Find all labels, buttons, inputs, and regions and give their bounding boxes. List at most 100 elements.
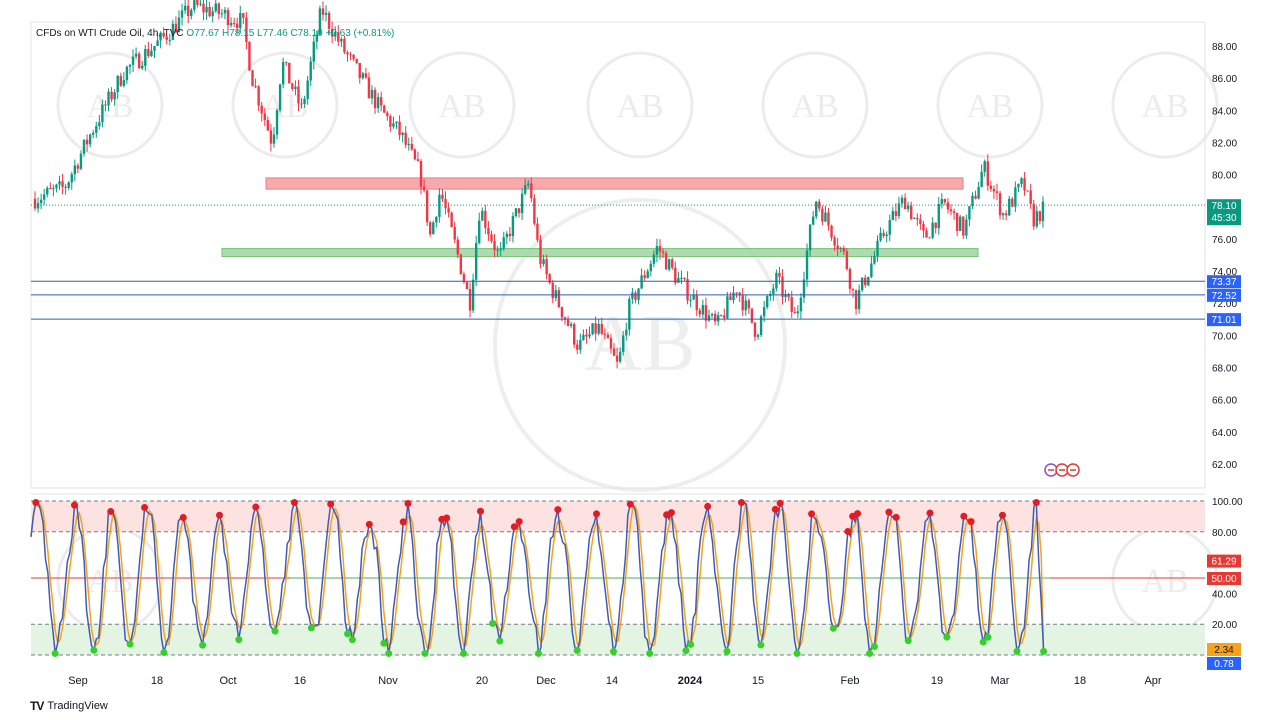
candle-body	[422, 186, 426, 191]
symbol-title[interactable]: CFDs on WTI Crude Oil, 4h, TVC	[36, 28, 184, 39]
candle-body	[870, 263, 873, 277]
candle-body	[879, 232, 882, 241]
candle-body	[505, 233, 508, 238]
candle-body	[787, 294, 790, 297]
candle-body	[269, 130, 273, 144]
last-price-label: 78.10	[1211, 201, 1236, 212]
oversold-signal-dot	[199, 641, 207, 649]
candle-body	[919, 219, 922, 224]
candle-body	[257, 86, 260, 106]
price-change: +0.63 (+0.81%)	[325, 28, 395, 39]
candle-body	[949, 209, 953, 212]
candle-body	[410, 143, 414, 150]
oversold-signal-dot	[984, 633, 992, 641]
candle-body	[962, 216, 965, 236]
candle-body	[361, 73, 365, 79]
candle-body	[750, 308, 754, 323]
overbought-signal-dot	[32, 499, 40, 507]
candle-body	[671, 259, 674, 268]
candle-body	[928, 237, 931, 239]
watermark-text: AB	[261, 88, 308, 125]
candle-body	[441, 194, 444, 199]
tradingview-name: TradingView	[47, 700, 108, 712]
candles	[33, 0, 1045, 369]
oversold-signal-dot	[646, 649, 654, 657]
candle-body	[628, 298, 631, 330]
candle-body	[720, 315, 723, 317]
candle-body	[208, 7, 211, 17]
candle-body	[291, 83, 294, 89]
watermark-text: AB	[616, 88, 663, 125]
stochastic-panel[interactable]: 100.0080.0060.0040.0020.0061.2950.002.34…	[30, 497, 1243, 670]
candle-body	[499, 248, 502, 251]
oversold-signal-dot	[385, 649, 393, 657]
candle-body	[799, 297, 803, 312]
oversold-signal-dot	[235, 636, 243, 644]
candle-body	[741, 295, 744, 311]
candle-body	[312, 41, 315, 62]
candle-body	[992, 188, 996, 192]
candle-body	[876, 240, 879, 256]
candle-body	[533, 198, 536, 224]
candle-body	[502, 237, 505, 249]
candle-body	[894, 211, 898, 216]
tradingview-brand[interactable]: TV TradingView	[30, 699, 108, 713]
candle-body	[39, 199, 43, 204]
candle-body	[217, 3, 221, 14]
candle-body	[214, 3, 217, 12]
overbought-signal-dot	[844, 528, 852, 536]
price-axis[interactable]: 88.0086.0084.0082.0080.0078.0076.0074.00…	[1207, 42, 1241, 471]
candle-body	[980, 171, 983, 188]
price-frame	[30, 21, 1206, 489]
candle-body	[95, 126, 98, 133]
candle-body	[756, 335, 760, 337]
tradingview-logo-icon: TV	[30, 699, 44, 713]
oversold-signal-dot	[943, 633, 951, 641]
candle-body	[162, 32, 165, 37]
overbought-signal-dot	[554, 506, 562, 514]
candle-body	[885, 234, 888, 237]
candle-body	[922, 223, 925, 231]
candle-body	[248, 42, 251, 71]
overbought-signal-dot	[252, 503, 260, 511]
candle-body	[968, 206, 971, 220]
candle-body	[793, 311, 796, 314]
indicator-badges[interactable]	[1044, 463, 1080, 477]
oversold-signal-dot	[1013, 647, 1021, 655]
candle-body	[1026, 190, 1029, 192]
candle-body	[548, 274, 551, 283]
candle-body	[490, 234, 493, 242]
candle-body	[456, 239, 459, 255]
candle-body	[236, 23, 239, 29]
price-panel[interactable]: 88.0086.0084.0082.0080.0078.0076.0074.00…	[30, 0, 1241, 489]
candle-body	[496, 250, 499, 252]
candle-body	[36, 203, 40, 209]
candle-body	[223, 9, 227, 14]
oversold-signal-dot	[1040, 647, 1048, 655]
candle-body	[128, 64, 132, 67]
candle-body	[857, 290, 861, 310]
stochastic-value-label: 61.29	[1211, 557, 1236, 568]
candle-body	[925, 230, 928, 238]
watermark-text: AB	[86, 563, 133, 600]
candle-body	[346, 52, 349, 55]
oversold-signal-dot	[723, 647, 731, 655]
stochastic-axis[interactable]: 100.0080.0060.0040.0020.0061.2950.002.34…	[1207, 497, 1243, 670]
overbought-signal-dot	[510, 523, 518, 531]
candle-body	[174, 23, 178, 33]
horizontal-levels[interactable]	[31, 204, 1205, 320]
time-axis[interactable]: Sep 18 Oct 16 Nov 20 Dec 14 2024 15 Feb 19 Mar 18 Apr	[31, 493, 1205, 687]
candle-body	[937, 204, 940, 229]
candle-body	[545, 259, 548, 275]
candle-body	[726, 296, 729, 319]
stochastic-value-badge	[1207, 554, 1241, 568]
time-tick-label: 15	[752, 675, 764, 687]
candle-body	[542, 259, 545, 264]
level-price-label: 73.37	[1211, 277, 1236, 288]
candle-body	[340, 38, 343, 42]
price-tick-label: 68.00	[1212, 363, 1237, 374]
candle-body	[1029, 190, 1032, 204]
time-tick-label: 20	[476, 675, 488, 687]
candle-body	[716, 315, 720, 322]
